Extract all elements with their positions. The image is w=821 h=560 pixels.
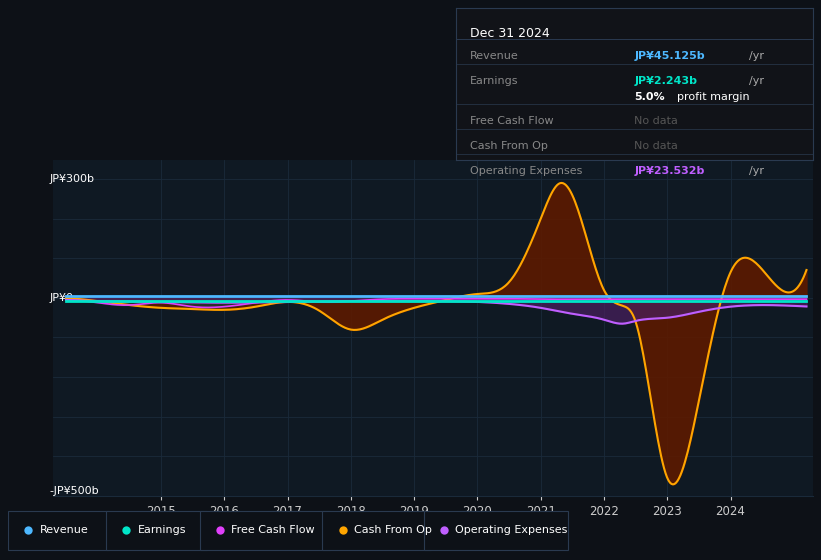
Text: No data: No data [635, 142, 678, 151]
Text: 5.0%: 5.0% [635, 91, 665, 101]
Text: Operating Expenses: Operating Expenses [470, 166, 582, 176]
FancyBboxPatch shape [106, 511, 207, 550]
Text: Revenue: Revenue [470, 51, 519, 60]
Text: Cash From Op: Cash From Op [470, 142, 548, 151]
Text: profit margin: profit margin [677, 91, 750, 101]
Text: Earnings: Earnings [138, 525, 186, 535]
Text: JP¥2.243b: JP¥2.243b [635, 77, 697, 86]
Text: Earnings: Earnings [470, 77, 518, 86]
FancyBboxPatch shape [8, 511, 109, 550]
Text: JP¥45.125b: JP¥45.125b [635, 51, 705, 60]
Text: Revenue: Revenue [40, 525, 89, 535]
Text: /yr: /yr [749, 51, 764, 60]
Text: Operating Expenses: Operating Expenses [456, 525, 568, 535]
FancyBboxPatch shape [424, 511, 568, 550]
Text: Dec 31 2024: Dec 31 2024 [470, 26, 550, 40]
Text: JP¥23.532b: JP¥23.532b [635, 166, 704, 176]
FancyBboxPatch shape [323, 511, 431, 550]
Text: Free Cash Flow: Free Cash Flow [470, 116, 553, 126]
Text: /yr: /yr [749, 166, 764, 176]
Text: -JP¥500b: -JP¥500b [49, 486, 99, 496]
Text: JP¥0: JP¥0 [49, 293, 74, 303]
Text: Cash From Op: Cash From Op [355, 525, 432, 535]
Text: JP¥300b: JP¥300b [49, 174, 94, 184]
Text: /yr: /yr [749, 77, 764, 86]
Text: No data: No data [635, 116, 678, 126]
FancyBboxPatch shape [200, 511, 330, 550]
Text: Free Cash Flow: Free Cash Flow [232, 525, 315, 535]
